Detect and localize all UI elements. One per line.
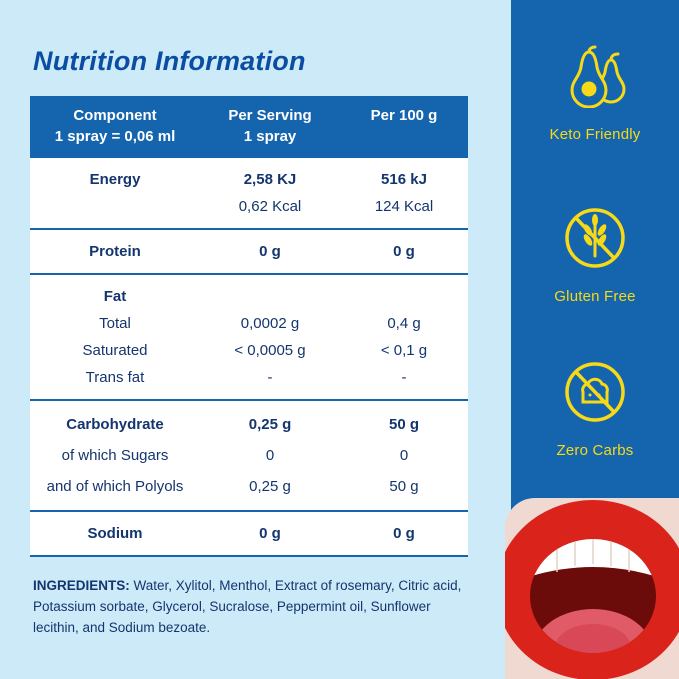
page-title: Nutrition Information [33, 46, 306, 76]
table-section-protein: Protein 0 g 0 g [30, 230, 468, 275]
per-100g-value: 0 g [393, 525, 415, 542]
badge-label: Gluten Free [554, 288, 636, 305]
per-100g-value: - [401, 369, 407, 386]
row-label: Sodium [87, 525, 143, 542]
table-section-carbohydrate: Carbohydrate 0,25 g 50 g of which Sugars… [30, 401, 468, 512]
table-row: and of which Polyols 0,25 g 50 g [30, 471, 468, 502]
per-100g-value: 124 Kcal [374, 198, 434, 215]
table-row: 0,62 Kcal 124 Kcal [30, 193, 468, 220]
per-100g-value: 0 g [393, 243, 415, 260]
table-row: Carbohydrate 0,25 g 50 g [30, 409, 468, 440]
per-serving-value: - [267, 369, 273, 386]
per-serving-value: 0,25 g [249, 478, 291, 495]
table-row: Trans fat - - [30, 364, 468, 391]
row-label: Saturated [82, 342, 148, 359]
table-row: Saturated < 0,0005 g < 0,1 g [30, 337, 468, 364]
per-serving-value: 0 g [259, 525, 281, 542]
gluten-free-icon [563, 206, 627, 270]
zero-carbs-icon [563, 360, 627, 424]
per-100g-value: 50 g [388, 416, 419, 433]
per-100g-value: 516 kJ [381, 171, 427, 188]
per-serving-value: 2,58 KJ [243, 171, 297, 188]
ingredients-label: INGREDIENTS: [33, 578, 130, 593]
row-label: Total [99, 315, 131, 332]
table-row: Sodium 0 g 0 g [30, 520, 468, 547]
per-serving-value: < 0,0005 g [234, 342, 306, 359]
table-header: Component 1 spray = 0,06 ml Per Serving … [30, 96, 468, 158]
row-label: Protein [89, 243, 141, 260]
per-serving-value: 0,62 Kcal [238, 198, 302, 215]
row-label: Trans fat [85, 369, 145, 386]
header-per-serving: Per Serving 1 spray [228, 107, 312, 145]
row-label: and of which Polyols [46, 478, 184, 495]
header-per-100g: Per 100 g [370, 107, 438, 124]
table-section-fat: Fat Total 0,0002 g 0,4 g Saturated < 0,0… [30, 275, 468, 401]
header-component: Component 1 spray = 0,06 ml [54, 107, 176, 145]
table-row: Protein 0 g 0 g [30, 238, 468, 265]
badge-label: Zero Carbs [556, 442, 634, 459]
badge-label: Keto Friendly [549, 126, 641, 143]
table-section-sodium: Sodium 0 g 0 g [30, 512, 468, 557]
row-label: Fat [103, 288, 127, 305]
per-serving-value: 0 g [259, 243, 281, 260]
row-label: Carbohydrate [66, 416, 164, 433]
per-100g-value: 0,4 g [387, 315, 421, 332]
per-100g-value: 0 [399, 447, 409, 464]
badge-gluten-free: Gluten Free [511, 206, 679, 305]
ingredients-text: INGREDIENTS: Water, Xylitol, Menthol, Ex… [33, 578, 462, 635]
table-row: of which Sugars 0 0 [30, 440, 468, 471]
per-serving-value: 0,25 g [248, 416, 292, 433]
badge-zero-carbs: Zero Carbs [511, 360, 679, 459]
row-label: of which Sugars [61, 447, 169, 464]
badge-keto-friendly: Keto Friendly [511, 44, 679, 143]
badge-sidebar: Keto Friendly Gluten Free [505, 0, 679, 679]
table-section-energy: Energy 2,58 KJ 516 kJ 0,62 Kcal 124 Kcal [30, 158, 468, 230]
per-serving-value: 0 [265, 447, 275, 464]
per-100g-value: < 0,1 g [380, 342, 428, 359]
table-row: Fat [30, 283, 468, 310]
nutrition-table: Component 1 spray = 0,06 ml Per Serving … [30, 96, 468, 557]
avocado-icon [563, 44, 627, 109]
per-100g-value: 50 g [389, 478, 419, 495]
table-row: Energy 2,58 KJ 516 kJ [30, 166, 468, 193]
mouth-image [505, 498, 679, 679]
table-row: Total 0,0002 g 0,4 g [30, 310, 468, 337]
per-serving-value: 0,0002 g [240, 315, 300, 332]
row-label: Energy [89, 171, 141, 188]
